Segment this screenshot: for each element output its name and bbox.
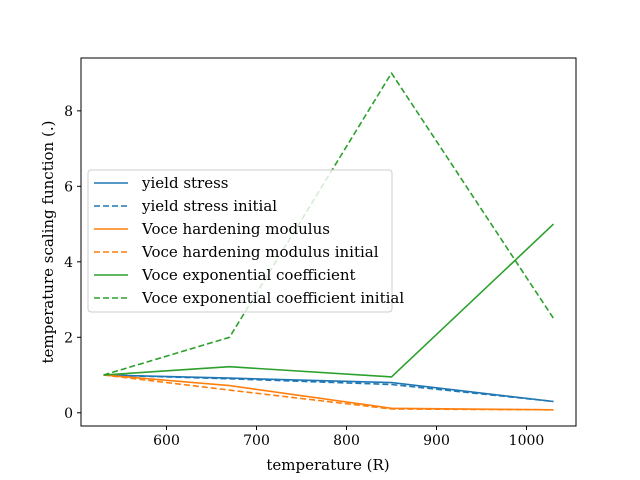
legend-box — [87, 169, 393, 313]
legend: yield stress yield stress initial Voce har… — [87, 169, 404, 313]
y-axis-ticks: 0 2 4 6 8 — [64, 104, 81, 422]
x-tick-label-4: 1000 — [509, 433, 545, 449]
series-line-5 — [103, 72, 555, 376]
y-tick-label-3: 6 — [64, 179, 73, 195]
legend-label-2: Voce hardening modulus — [141, 220, 330, 238]
axes-frame — [80, 57, 577, 427]
x-tick-label-0: 600 — [153, 433, 180, 449]
series-line-1 — [103, 374, 554, 403]
y-tick-label-2: 4 — [64, 255, 73, 271]
y-tick-label-4: 8 — [64, 104, 73, 120]
y-axis-label: temperature scaling function (.) — [39, 121, 57, 364]
legend-label-3: Voce hardening modulus initial — [141, 243, 379, 261]
x-axis-label: temperature (R) — [266, 456, 389, 474]
x-tick-label-1: 700 — [243, 433, 270, 449]
y-tick-label-0: 0 — [64, 406, 73, 422]
series-line-3 — [103, 374, 554, 411]
x-axis-ticks: 600 700 800 900 1000 — [153, 426, 544, 449]
legend-label-1: yield stress initial — [141, 197, 277, 215]
legend-label-0: yield stress — [141, 174, 228, 192]
x-tick-label-3: 900 — [423, 433, 450, 449]
series-layer — [103, 72, 555, 411]
series-line-4 — [103, 223, 555, 378]
legend-label-5: Voce exponential coefficient initial — [141, 289, 404, 307]
x-tick-label-2: 800 — [333, 433, 360, 449]
series-line-0 — [103, 374, 554, 403]
y-tick-label-1: 2 — [64, 330, 73, 346]
legend-label-4: Voce exponential coefficient — [141, 266, 356, 284]
